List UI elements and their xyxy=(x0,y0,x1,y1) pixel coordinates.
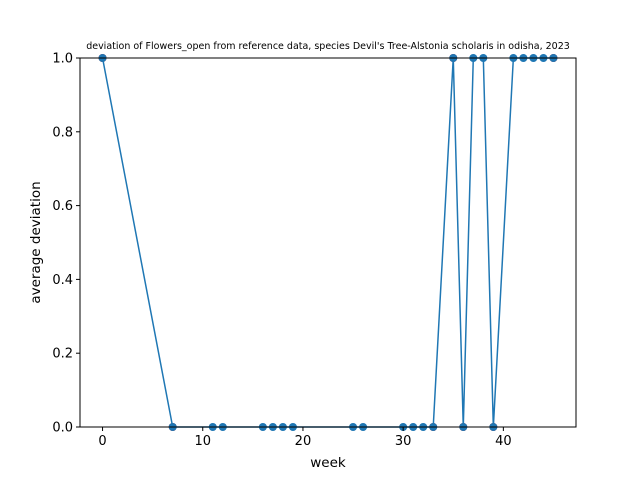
x-axis: 0 10 20 30 40 xyxy=(98,427,512,449)
y-tick-label: 0.4 xyxy=(52,273,73,288)
y-tick-label: 0.6 xyxy=(52,199,73,214)
y-tick-label: 0.0 xyxy=(52,421,73,436)
x-tick-label: 10 xyxy=(194,434,211,449)
y-tick-label: 0.2 xyxy=(52,347,73,362)
y-axis: 0.0 0.2 0.4 0.6 0.8 1.0 xyxy=(52,52,80,436)
axes-frame xyxy=(79,57,577,428)
y-tick-label: 1.0 xyxy=(52,52,73,67)
y-tick-label: 0.8 xyxy=(52,125,73,140)
x-tick-label: 40 xyxy=(495,434,512,449)
x-tick-label: 30 xyxy=(395,434,412,449)
x-tick-label: 20 xyxy=(295,434,312,449)
x-axis-label: week xyxy=(310,455,346,471)
chart-title: deviation of Flowers_open from reference… xyxy=(86,41,570,52)
y-axis-label: average deviation xyxy=(28,181,44,303)
x-tick-label: 0 xyxy=(98,434,106,449)
